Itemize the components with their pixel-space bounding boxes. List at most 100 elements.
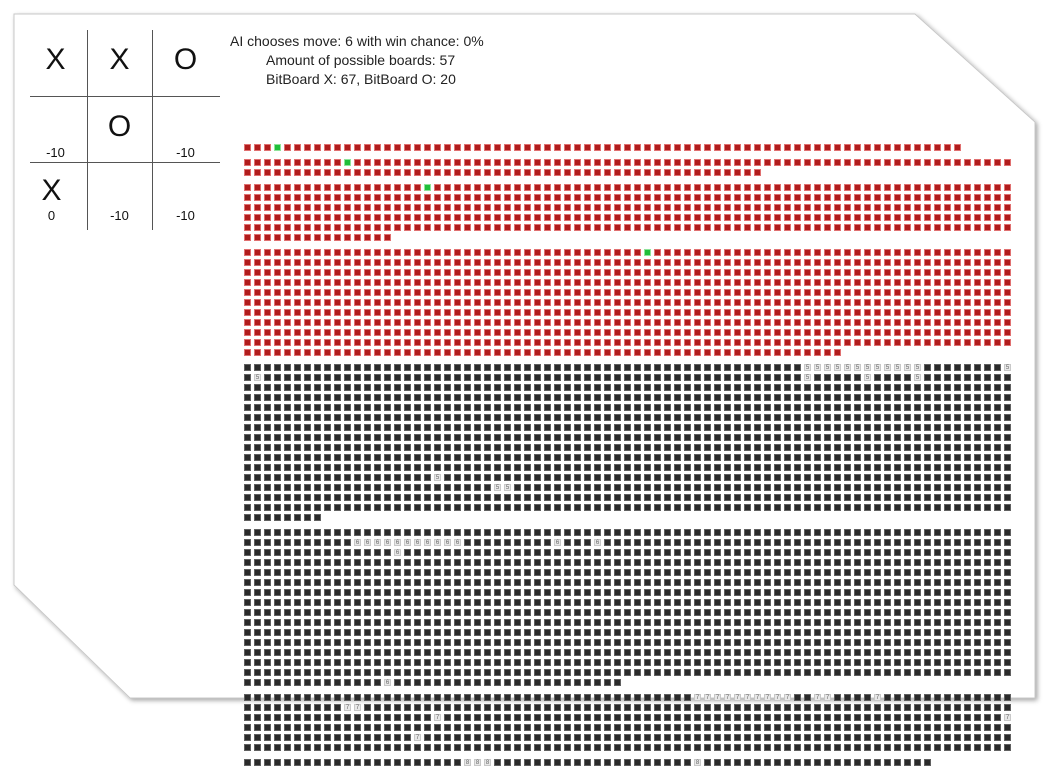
- board-square: [844, 259, 851, 266]
- board-square: [294, 579, 301, 586]
- board-square: [504, 414, 511, 421]
- board-square: [474, 384, 481, 391]
- board-square: [424, 504, 431, 511]
- board-square: [514, 539, 521, 546]
- board-square: [974, 339, 981, 346]
- board-cell-8[interactable]: -10: [154, 163, 217, 229]
- board-square: [264, 249, 271, 256]
- board-cell-4[interactable]: O: [88, 97, 151, 163]
- board-square: [824, 549, 831, 556]
- board-square: [854, 339, 861, 346]
- board-square: [244, 484, 251, 491]
- board-square: [284, 649, 291, 656]
- board-square: [564, 559, 571, 566]
- board-square: [924, 374, 931, 381]
- board-square: [994, 484, 1001, 491]
- board-square: [744, 349, 751, 356]
- board-square: [934, 194, 941, 201]
- board-square: [844, 629, 851, 636]
- board-square: [554, 214, 561, 221]
- board-square: [934, 694, 941, 701]
- board-square: [764, 454, 771, 461]
- board-square: [1004, 619, 1011, 626]
- board-square: [504, 339, 511, 346]
- board-square: [254, 679, 261, 686]
- board-square: [384, 549, 391, 556]
- board-square: [574, 374, 581, 381]
- board-square: [304, 184, 311, 191]
- board-cell-7[interactable]: -10: [88, 163, 151, 229]
- board-square: [834, 504, 841, 511]
- board-square: [814, 724, 821, 731]
- board-square: [924, 744, 931, 751]
- board-square: [1004, 549, 1011, 556]
- board-cell-2[interactable]: O: [154, 30, 217, 96]
- board-square: [904, 549, 911, 556]
- board-square: [874, 404, 881, 411]
- board-square: [1004, 669, 1011, 676]
- board-square: [304, 234, 311, 241]
- board-square: [414, 474, 421, 481]
- board-square: [564, 309, 571, 316]
- board-square: [964, 589, 971, 596]
- board-square: [374, 724, 381, 731]
- board-square: [444, 269, 451, 276]
- board-square: [474, 639, 481, 646]
- board-square: [804, 394, 811, 401]
- board-square: [444, 474, 451, 481]
- board-square: [804, 504, 811, 511]
- board-square: [944, 724, 951, 731]
- board-square: [754, 319, 761, 326]
- board-square: [504, 194, 511, 201]
- board-square: [754, 759, 761, 766]
- board-square: [594, 309, 601, 316]
- board-cell-6[interactable]: X 0: [20, 163, 83, 229]
- board-square: [474, 549, 481, 556]
- board-square: [794, 299, 801, 306]
- board-cell-1[interactable]: X: [88, 30, 151, 96]
- board-square: [724, 169, 731, 176]
- board-cell-3[interactable]: -10: [24, 97, 87, 163]
- board-square: [894, 259, 901, 266]
- board-square: [964, 609, 971, 616]
- board-square: [784, 464, 791, 471]
- board-square: [614, 289, 621, 296]
- board-square: [424, 279, 431, 286]
- board-square: [404, 204, 411, 211]
- board-square: [564, 329, 571, 336]
- board-square: [334, 144, 341, 151]
- board-square: [824, 714, 831, 721]
- board-square: [604, 529, 611, 536]
- board-square: [814, 329, 821, 336]
- board-square: [674, 349, 681, 356]
- board-square: 8: [694, 759, 701, 766]
- board-square: [414, 204, 421, 211]
- board-square: [734, 224, 741, 231]
- board-square: [614, 339, 621, 346]
- board-square: [464, 744, 471, 751]
- board-square: [504, 609, 511, 616]
- board-square: [244, 169, 251, 176]
- board-square: [764, 504, 771, 511]
- board-square: [484, 214, 491, 221]
- board-square: [594, 589, 601, 596]
- board-cell-5[interactable]: -10: [154, 97, 217, 163]
- board-square: [524, 724, 531, 731]
- board-square: [954, 694, 961, 701]
- board-square: [864, 269, 871, 276]
- board-square: [994, 364, 1001, 371]
- board-square: [244, 529, 251, 536]
- board-square: [464, 724, 471, 731]
- board-square: [484, 639, 491, 646]
- board-square: [494, 364, 501, 371]
- board-square: [934, 559, 941, 566]
- board-square: [994, 504, 1001, 511]
- board-square: [604, 414, 611, 421]
- board-square: [854, 529, 861, 536]
- board-square: [734, 444, 741, 451]
- board-square: [524, 504, 531, 511]
- board-square: [674, 589, 681, 596]
- board-square: [654, 704, 661, 711]
- board-square: [414, 694, 421, 701]
- board-cell-0[interactable]: X: [24, 30, 87, 96]
